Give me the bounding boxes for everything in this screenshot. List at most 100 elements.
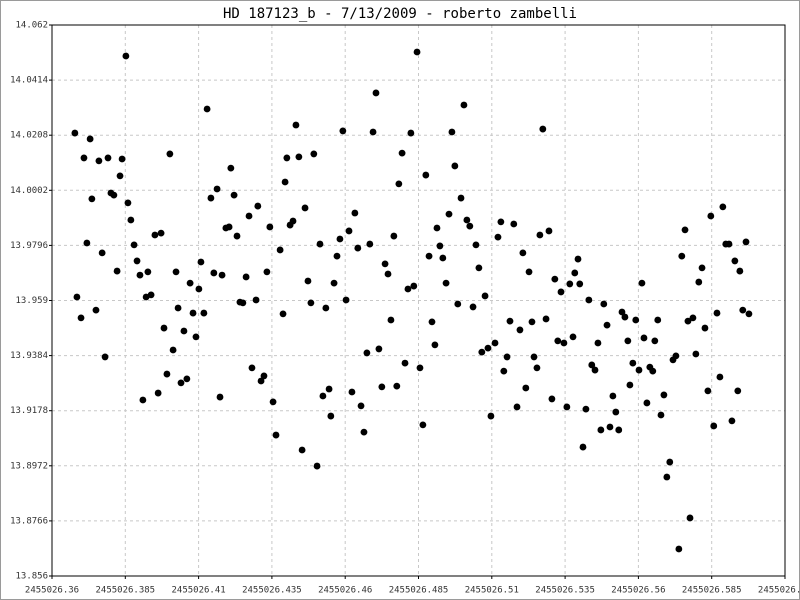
data-point: [678, 252, 686, 260]
data-point: [233, 232, 241, 240]
data-point: [609, 392, 617, 400]
data-point: [292, 121, 300, 129]
data-point: [144, 268, 152, 276]
data-point: [597, 426, 605, 434]
data-point: [227, 164, 235, 172]
data-point: [104, 154, 112, 162]
data-point: [545, 227, 553, 235]
data-point: [360, 428, 368, 436]
data-point: [657, 411, 665, 419]
data-point: [588, 361, 596, 369]
x-tick-label: 2455026.535: [535, 586, 595, 596]
data-point: [591, 366, 599, 374]
data-point: [189, 309, 197, 317]
data-point: [681, 226, 689, 234]
data-point: [77, 314, 85, 322]
chart-title: HD 187123_b - 7/13/2009 - roberto zambel…: [223, 6, 577, 22]
data-point: [124, 199, 132, 207]
x-tick-label: 2455026.51: [465, 586, 519, 596]
data-point: [539, 125, 547, 133]
data-point: [369, 128, 377, 136]
data-point: [472, 241, 480, 249]
data-point: [327, 412, 335, 420]
data-point: [366, 240, 374, 248]
data-point: [398, 149, 406, 157]
data-point: [734, 387, 742, 395]
data-point: [172, 268, 180, 276]
data-point: [530, 353, 538, 361]
data-point: [276, 246, 284, 254]
data-point: [689, 314, 697, 322]
data-point: [213, 185, 221, 193]
data-point: [416, 364, 424, 372]
data-point: [574, 255, 582, 263]
data-point: [516, 326, 524, 334]
data-point: [257, 377, 265, 385]
data-point: [225, 223, 233, 231]
data-point: [448, 128, 456, 136]
data-point: [422, 171, 430, 179]
data-point: [663, 473, 671, 481]
data-point: [195, 285, 203, 293]
data-point: [130, 241, 138, 249]
data-point: [451, 162, 459, 170]
data-point: [203, 105, 211, 113]
data-point: [739, 306, 747, 314]
y-tick-label: 13.856: [15, 572, 48, 582]
data-point: [136, 271, 144, 279]
data-point: [345, 227, 353, 235]
data-point: [713, 309, 721, 317]
data-point: [151, 231, 159, 239]
data-point: [439, 254, 447, 262]
data-point: [445, 210, 453, 218]
data-point: [425, 252, 433, 260]
data-point: [157, 229, 165, 237]
data-point: [192, 333, 200, 341]
data-point: [428, 318, 436, 326]
data-point: [319, 392, 327, 400]
data-point: [266, 223, 274, 231]
data-point: [736, 267, 744, 275]
data-point: [139, 396, 147, 404]
data-point: [419, 421, 427, 429]
data-point: [606, 423, 614, 431]
data-point: [719, 203, 727, 211]
data-point: [569, 333, 577, 341]
data-point: [357, 402, 365, 410]
data-point: [283, 154, 291, 162]
data-point: [393, 382, 401, 390]
data-point: [333, 252, 341, 260]
data-point: [80, 154, 88, 162]
y-tick-label: 13.8766: [10, 516, 48, 526]
data-point: [384, 270, 392, 278]
data-point: [728, 417, 736, 425]
data-point: [475, 264, 483, 272]
data-point: [548, 395, 556, 403]
x-tick-label: 2455026.385: [95, 586, 155, 596]
data-point: [654, 316, 662, 324]
data-point: [92, 306, 100, 314]
data-point: [466, 222, 474, 230]
data-point: [621, 313, 629, 321]
data-point: [666, 458, 674, 466]
x-tick-label: 2455026.36: [25, 586, 79, 596]
data-point: [98, 249, 106, 257]
data-point: [542, 315, 550, 323]
data-point: [460, 101, 468, 109]
data-point: [339, 127, 347, 135]
data-point: [675, 545, 683, 553]
data-point: [336, 235, 344, 243]
data-point: [304, 277, 312, 285]
data-point: [725, 240, 733, 248]
data-point: [704, 387, 712, 395]
data-point: [698, 264, 706, 272]
data-point: [497, 218, 505, 226]
data-point: [163, 370, 171, 378]
data-point: [407, 129, 415, 137]
data-point: [632, 316, 640, 324]
data-point: [269, 398, 277, 406]
data-point: [582, 405, 590, 413]
data-point: [566, 280, 574, 288]
data-point: [510, 220, 518, 228]
data-point: [310, 150, 318, 158]
